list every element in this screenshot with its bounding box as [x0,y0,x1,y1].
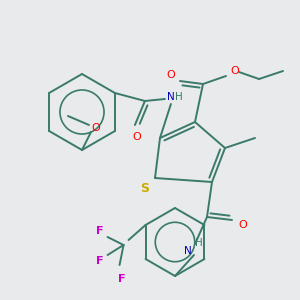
Text: O: O [231,66,239,76]
Text: F: F [118,274,125,284]
Text: H: H [195,238,203,248]
Text: N: N [167,92,175,102]
Text: O: O [238,220,247,230]
Text: F: F [96,256,103,266]
Text: F: F [96,226,103,236]
Text: S: S [140,182,149,194]
Text: O: O [133,132,141,142]
Text: O: O [92,123,100,133]
Text: H: H [175,92,183,102]
Text: O: O [167,70,176,80]
Text: N: N [184,246,192,256]
